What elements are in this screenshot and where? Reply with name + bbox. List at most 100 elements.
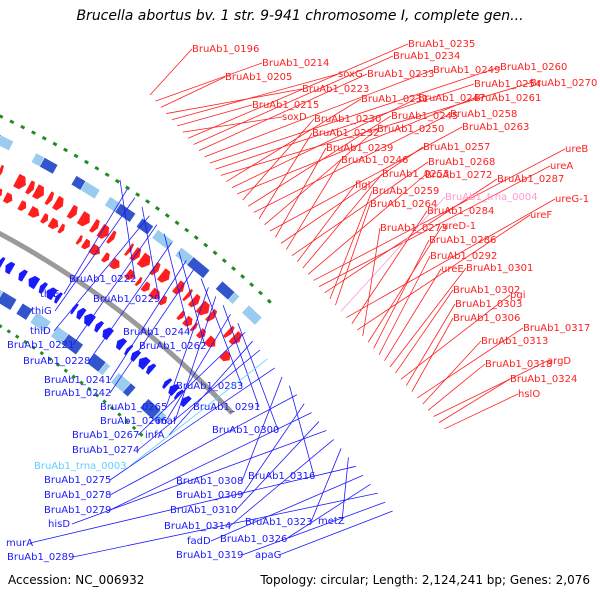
leader-line-reverse	[174, 296, 217, 422]
leader-line-forward	[182, 116, 283, 133]
gene-label-forward: BruAb1_0245	[391, 111, 458, 122]
gene-label-reverse: BruAb1_0274	[72, 445, 139, 456]
gene-arrow	[182, 315, 193, 327]
gc-segment	[110, 373, 131, 393]
gene-label-forward: hslO	[518, 389, 540, 400]
leader-line-forward	[384, 268, 442, 362]
accession-label: Accession: NC_006932	[8, 573, 145, 587]
leader-line-reverse	[310, 448, 342, 523]
leader-line-forward	[422, 340, 482, 405]
ring-dot	[79, 380, 84, 385]
gc-segment	[61, 334, 84, 355]
leader-line-reverse	[168, 340, 253, 436]
gene-label-forward: BruAb1_0270	[530, 78, 597, 89]
ring-dot	[20, 124, 26, 130]
gene-label-reverse: BruAb1_0291	[193, 402, 260, 413]
leader-line-forward	[177, 104, 253, 127]
gene-arrow	[28, 275, 41, 290]
gene-label-reverse: BruAb1_0323	[245, 517, 312, 528]
leader-line-reverse	[241, 376, 283, 482]
ring-dot	[135, 192, 141, 197]
gene-label-forward: BruAb1_0286	[429, 235, 496, 246]
gene-arrow	[13, 173, 26, 190]
gene-label-reverse: fadD	[187, 536, 211, 547]
gene-label-forward: BruAb1_0258	[450, 109, 517, 120]
gene-label-forward: BruAb1_0232	[312, 128, 379, 139]
leader-line-reverse	[72, 492, 378, 558]
ring-dot	[83, 159, 90, 165]
gene-label-reverse: BruAb1_trna_0003	[34, 461, 127, 472]
leader-line-forward	[215, 83, 475, 170]
gc-segment	[136, 218, 154, 235]
gene-label-reverse: BruAb1_0289	[7, 552, 74, 563]
gene-label-forward: ureF	[530, 210, 552, 221]
gene-label-reverse: BruAb1_0221	[7, 340, 74, 351]
leader-line-reverse	[88, 242, 172, 362]
gene-arrow	[53, 292, 63, 304]
leader-line-reverse	[163, 233, 190, 333]
gene-label-forward: BruAb1_0230	[314, 114, 381, 125]
leader-line-forward	[209, 66, 501, 164]
leader-line-reverse	[278, 510, 393, 556]
gene-arrow	[172, 280, 185, 295]
ring-dot	[164, 213, 170, 218]
leader-line-forward	[367, 225, 443, 343]
gene-arrow	[17, 200, 27, 212]
leader-line-forward	[406, 303, 456, 386]
gene-label-reverse: BruAb1_0300	[212, 425, 279, 436]
leader-line-reverse	[72, 224, 158, 346]
gene-label-forward: BruAb1_0273	[380, 223, 447, 234]
leader-line-forward	[302, 173, 383, 269]
ring-dot	[63, 368, 69, 373]
leader-line-reverse	[222, 305, 260, 408]
gc-segment	[80, 181, 100, 199]
leader-line-forward	[346, 198, 556, 318]
gene-arrow	[76, 211, 90, 227]
gene-label-reverse: metZ	[318, 516, 345, 527]
leader-line-reverse	[71, 430, 327, 525]
leader-line-forward	[373, 239, 430, 349]
gene-arrow	[101, 252, 110, 263]
gene-arrow	[134, 276, 143, 287]
gene-label-reverse: BruAb1_0279	[44, 505, 111, 516]
gc-segment	[152, 229, 174, 250]
leader-line-forward	[269, 126, 463, 232]
leader-line-forward	[204, 69, 434, 158]
gc-segment	[175, 247, 194, 265]
ring-dot	[231, 266, 237, 272]
gene-arrow	[180, 395, 192, 408]
leader-line-forward	[220, 82, 531, 176]
topology-label: Topology: circular; Length: 2,124,241 bp…	[260, 573, 590, 587]
gene-label-forward: BruAb1_0253	[382, 169, 449, 180]
leader-line-reverse	[229, 439, 334, 527]
leader-line-reverse	[235, 421, 320, 511]
gc-segment	[39, 157, 58, 174]
ring-dot	[52, 141, 58, 147]
leader-line-reverse	[165, 314, 231, 422]
gene-label-forward: BruAb1_0250	[377, 124, 444, 135]
leader-line-forward	[198, 73, 368, 152]
gene-label-reverse: maf	[157, 416, 177, 427]
gc-segment	[0, 291, 17, 310]
gene-label-forward: flgI	[355, 180, 371, 191]
gene-label-forward: BruAb1_0205	[225, 72, 292, 83]
gc-segment	[140, 398, 161, 420]
ring-dot	[117, 412, 122, 417]
gene-arrow	[52, 195, 64, 211]
gene-label-forward: ureE	[441, 264, 464, 275]
leader-line-forward	[188, 43, 409, 139]
leader-line-reverse	[237, 323, 279, 431]
gene-arrow	[89, 219, 100, 233]
leader-line-forward	[237, 97, 475, 195]
gene-arrow	[27, 205, 40, 218]
leader-line-forward	[357, 214, 531, 331]
gene-label-reverse: BruAb1_0310	[170, 505, 237, 516]
ring-dot	[87, 386, 92, 392]
gene-label-reverse: BruAb1_0242	[44, 388, 111, 399]
leader-line-forward	[438, 378, 511, 423]
leader-line-forward	[160, 76, 226, 108]
gene-label-forward: BruAb1_0302	[453, 285, 520, 296]
leader-line-forward	[253, 113, 451, 213]
leader-line-reverse	[63, 188, 128, 295]
gene-label-forward: BruAb1_0234	[393, 51, 460, 62]
